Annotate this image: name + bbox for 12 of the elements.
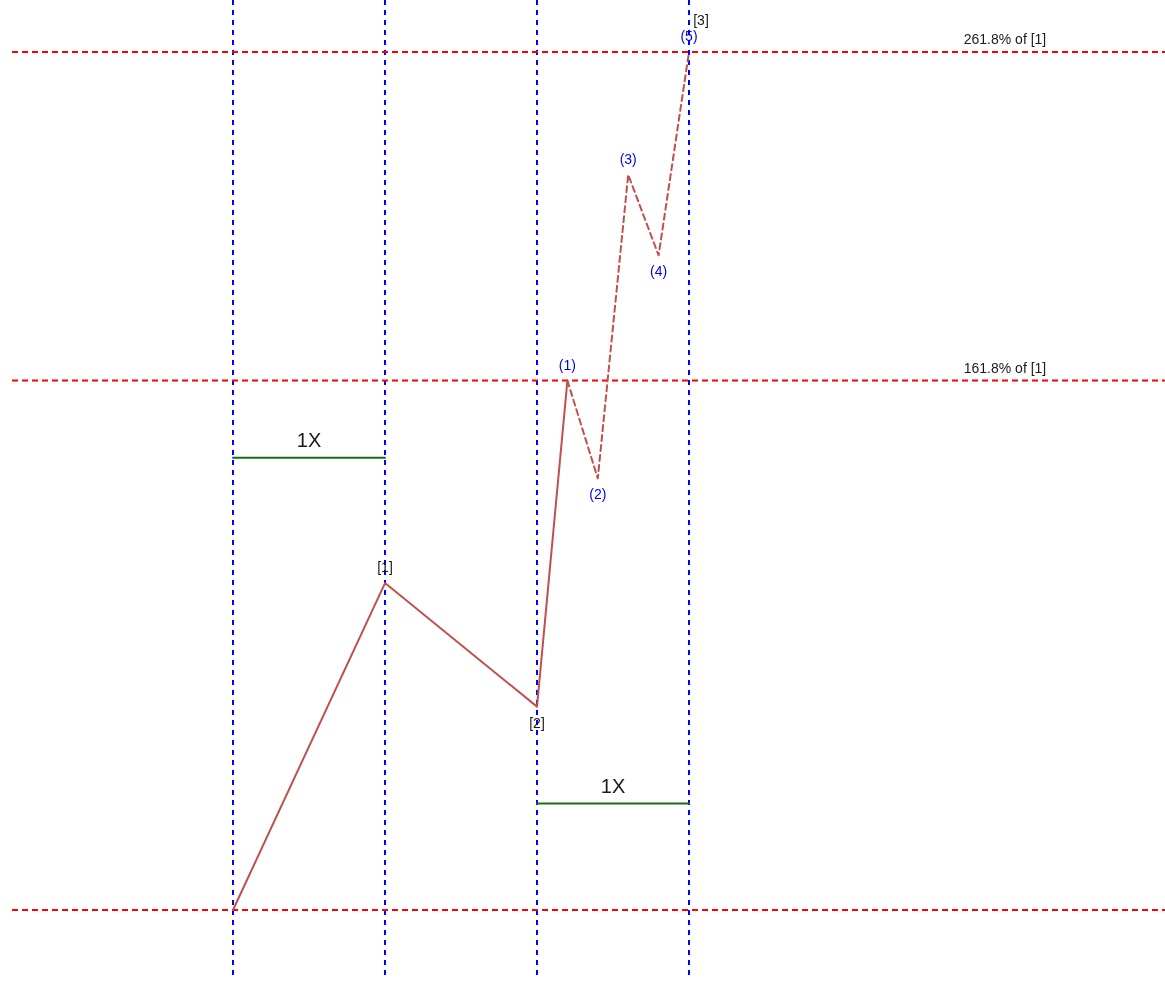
ref-line-label: 261.8% of [1] [963, 30, 1047, 47]
annotation: (4) [650, 263, 668, 280]
annotation: [2] [529, 714, 545, 731]
annotation: 1X [600, 774, 626, 797]
annotation: (3) [619, 150, 637, 167]
ref-line-label: 161.8% of [1] [963, 359, 1047, 376]
annotation: [1] [377, 559, 393, 576]
annotation: [3] [693, 11, 709, 28]
annotation: (5) [680, 27, 698, 44]
annotation: 1X [296, 428, 322, 451]
annotation: (1) [558, 356, 576, 373]
annotation: (2) [589, 486, 607, 503]
